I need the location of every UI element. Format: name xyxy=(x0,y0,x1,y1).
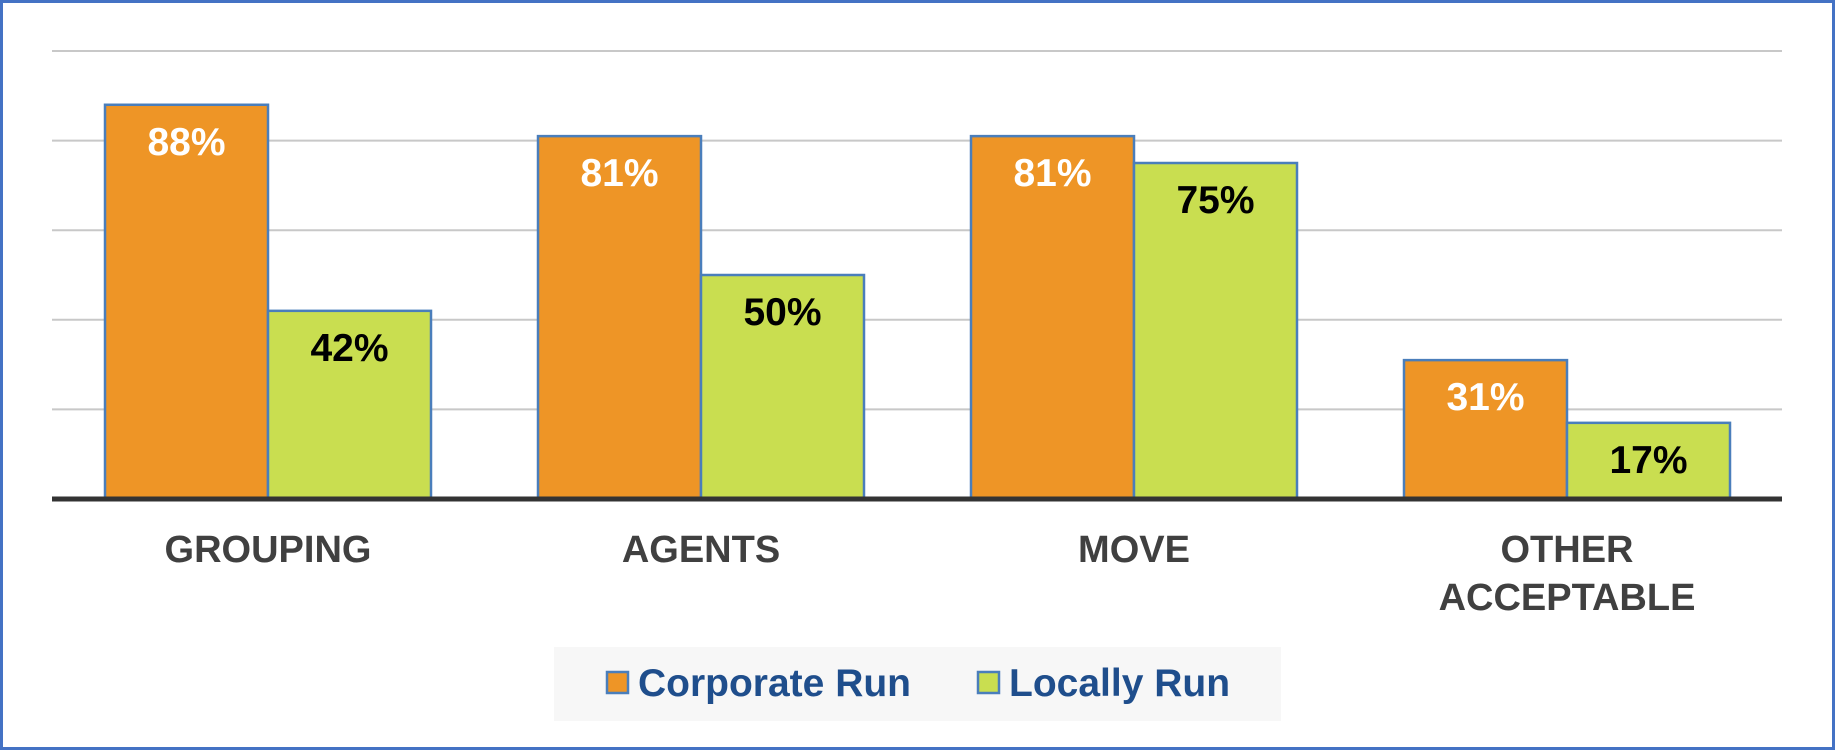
data-label-locally-run-other-acceptable: 17% xyxy=(1609,439,1687,482)
bar-locally-run-agents xyxy=(699,273,866,501)
bar-locally-run-other-acceptable xyxy=(1565,421,1732,501)
bar-corporate-run-move xyxy=(969,134,1136,501)
category-label-other-acceptable-line-1: OTHER xyxy=(1501,529,1634,571)
legend-swatch-locally-run xyxy=(976,670,1001,695)
legend: Corporate Run Locally Run xyxy=(554,647,1281,721)
data-label-corporate-run-grouping: 88% xyxy=(147,121,225,164)
category-label-other-acceptable-line-2: ACCEPTABLE xyxy=(1439,577,1696,619)
category-label-move: MOVE xyxy=(1078,529,1190,571)
data-label-locally-run-agents: 50% xyxy=(743,291,821,334)
data-label-locally-run-move: 75% xyxy=(1176,179,1254,222)
legend-background xyxy=(554,647,1281,721)
category-label-grouping: GROUPING xyxy=(165,529,372,571)
bar-corporate-run-grouping xyxy=(103,103,270,501)
legend-swatch-corporate-run xyxy=(605,670,630,695)
data-label-locally-run-grouping: 42% xyxy=(310,327,388,370)
legend-label-locally-run: Locally Run xyxy=(1009,662,1230,705)
data-label-corporate-run-agents: 81% xyxy=(580,152,658,195)
bar-corporate-run-other-acceptable xyxy=(1402,358,1569,501)
data-label-corporate-run-move: 81% xyxy=(1013,152,1091,195)
category-label-agents: AGENTS xyxy=(622,529,780,571)
data-label-corporate-run-other-acceptable: 31% xyxy=(1446,376,1524,419)
legend-label-corporate-run: Corporate Run xyxy=(638,662,911,705)
bar-corporate-run-agents xyxy=(536,134,703,501)
bar-locally-run-move xyxy=(1132,161,1299,501)
